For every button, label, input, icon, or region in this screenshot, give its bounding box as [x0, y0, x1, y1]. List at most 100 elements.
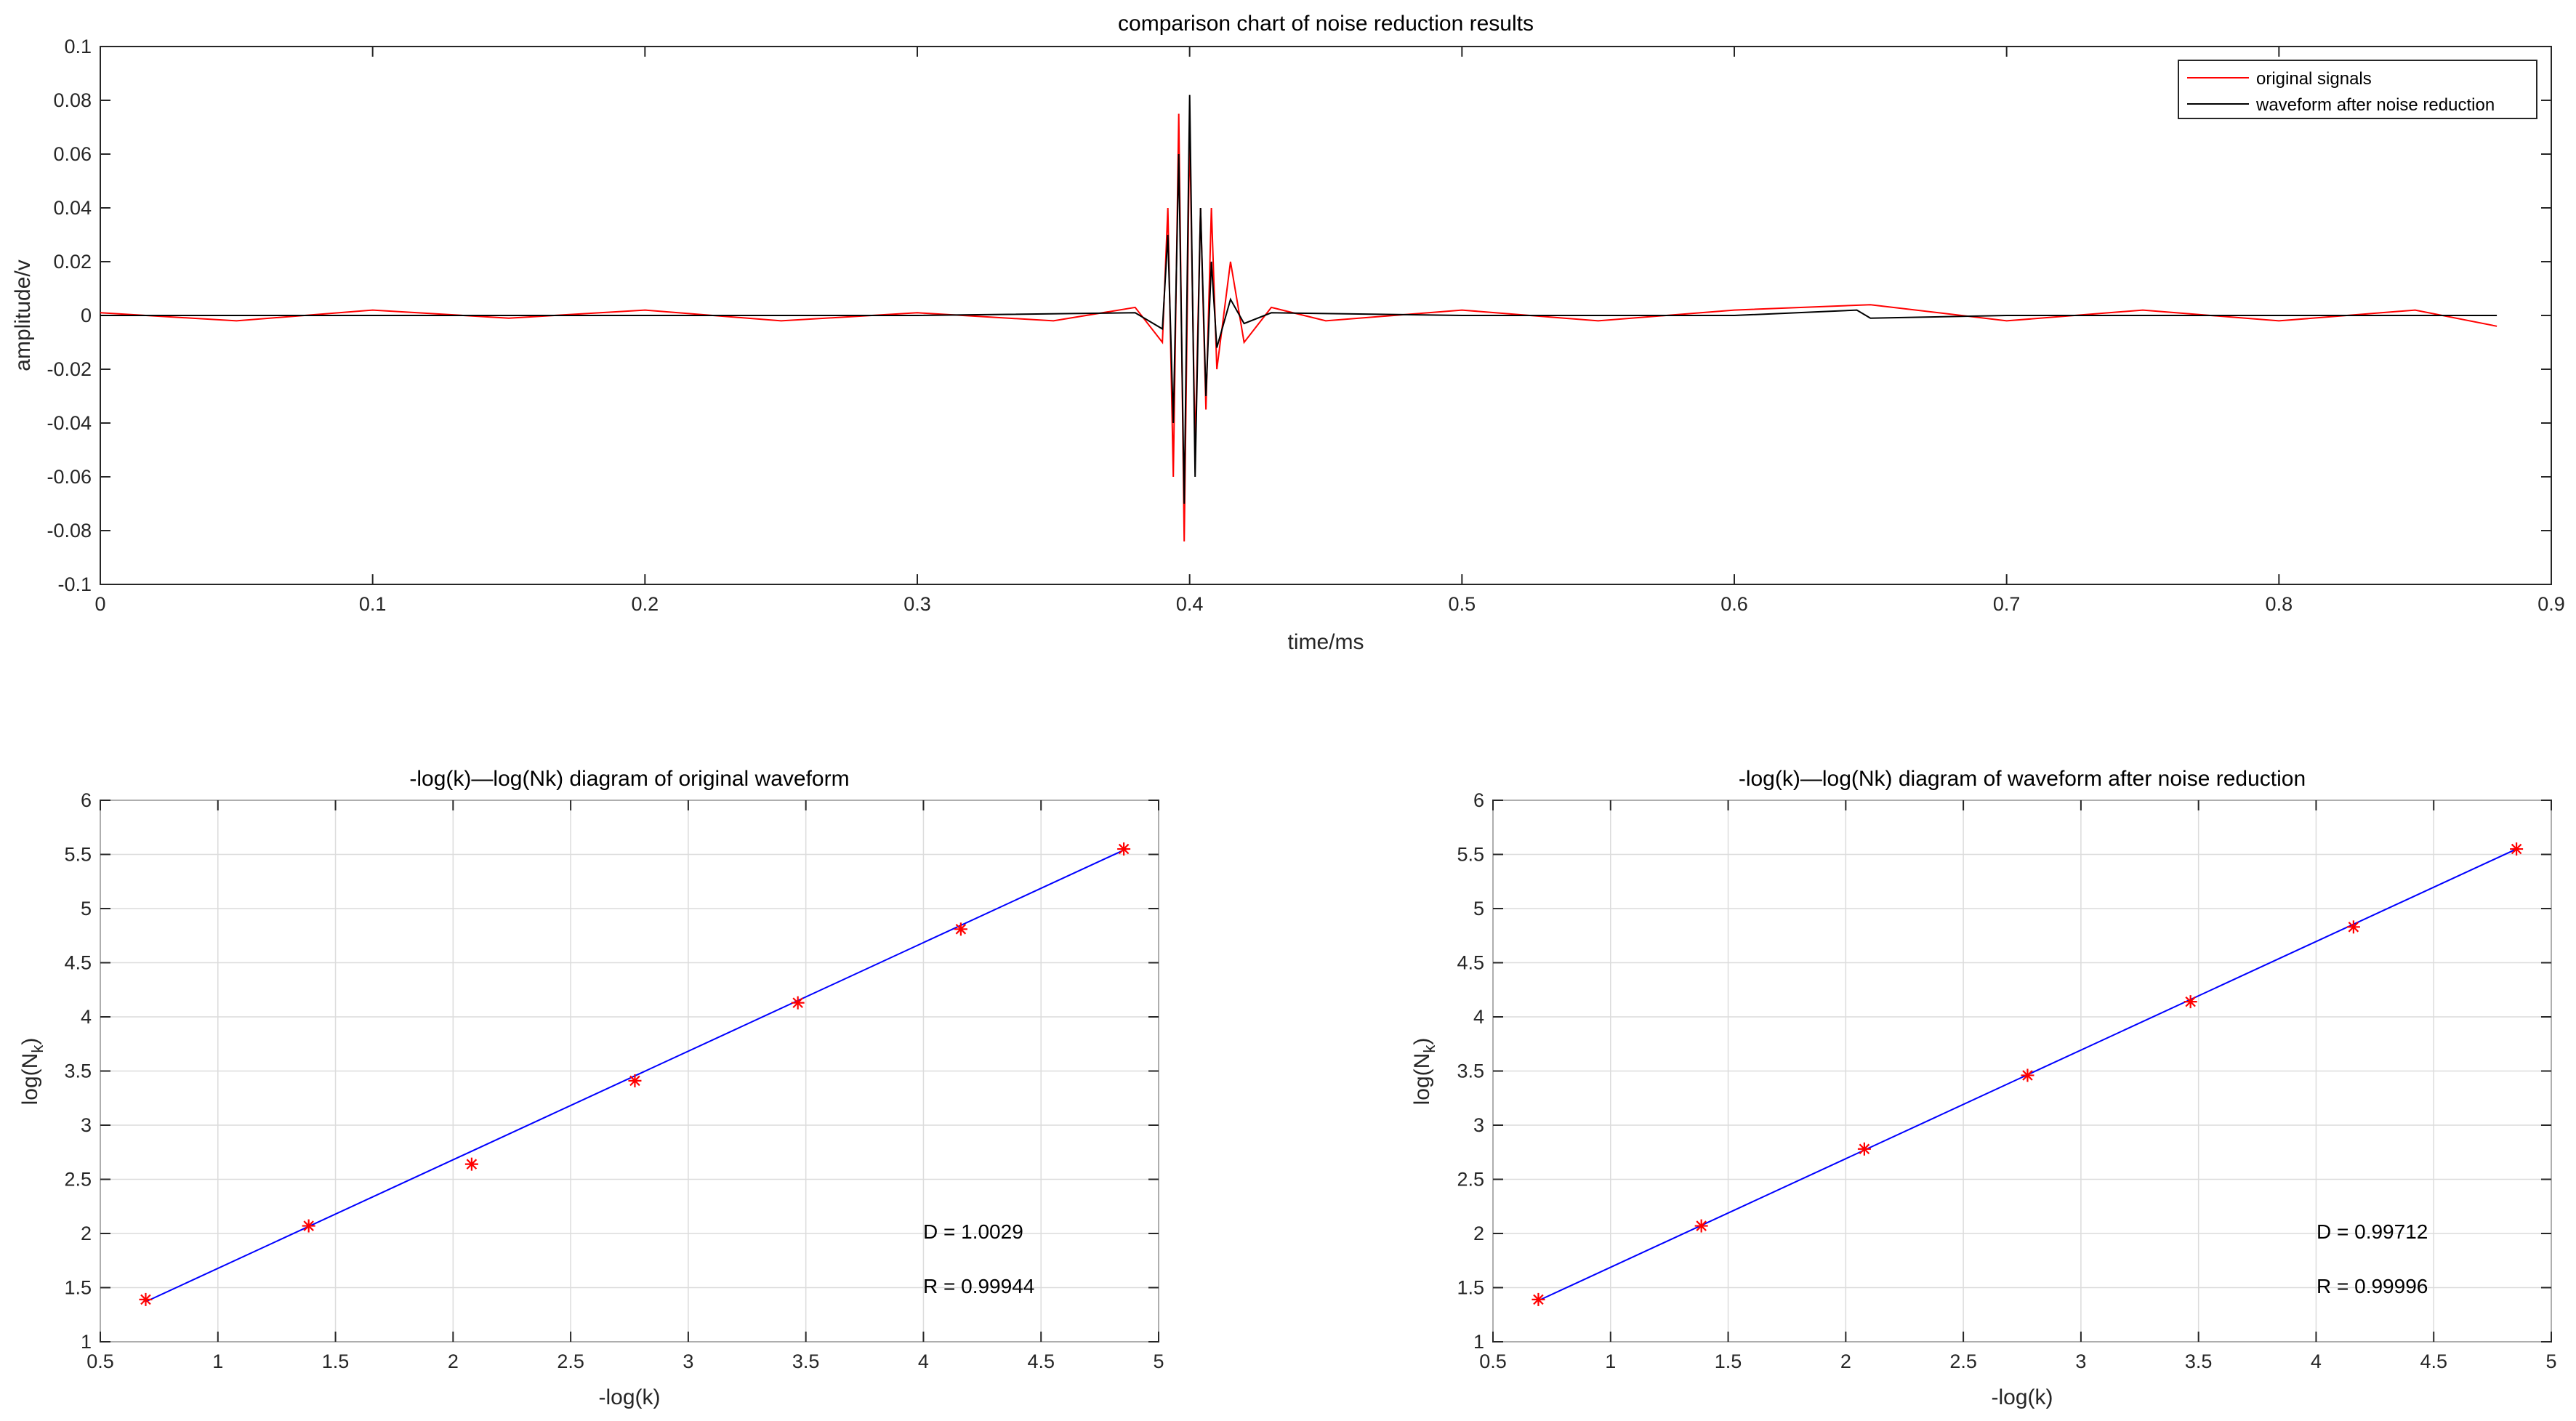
y-tick-label: 6: [81, 789, 92, 811]
x-tick-label: 1: [212, 1350, 223, 1372]
x-tick-label: 0.2: [632, 593, 659, 615]
denoised-waveform-loglog-chart: -log(k)—log(Nk) diagram of waveform afte…: [1410, 767, 2557, 1409]
x-tick-label: 0.5: [1449, 593, 1476, 615]
data-point-marker: [139, 1292, 153, 1306]
y-tick-label: 1.5: [64, 1277, 92, 1299]
data-point-marker: [1531, 1292, 1545, 1306]
y-tick-label: 3.5: [1457, 1060, 1484, 1082]
x-axis-ticks: 0.5 1 1.5 2 2.5 3 3.5 4 4.5 5: [86, 800, 1164, 1372]
y-tick-label: 0.1: [64, 36, 92, 57]
x-tick-label: 2: [448, 1350, 459, 1372]
fractal-dimension-annotation: D = 0.99712: [2317, 1220, 2428, 1243]
y-tick-label: -0.04: [47, 412, 92, 434]
x-tick-label: 0.6: [1720, 593, 1748, 615]
correlation-annotation: R = 0.99944: [923, 1275, 1034, 1297]
x-tick-label: 1.5: [322, 1350, 350, 1372]
data-point-marker: [2510, 842, 2524, 856]
x-tick-label: 0.8: [2266, 593, 2293, 615]
y-tick-label: 3: [1473, 1114, 1484, 1136]
y-axis-ticks: 1 1.5 2 2.5 3 3.5 4 4.5 5 5.5 6: [1457, 789, 2551, 1353]
x-tick-label: 4.5: [1027, 1350, 1055, 1372]
y-tick-label: 1.5: [1457, 1277, 1484, 1299]
legend-entry-waveform-after-noise-reduction: waveform after noise reduction: [2255, 95, 2495, 115]
y-tick-label: 1: [81, 1331, 92, 1353]
x-tick-label: 0.1: [359, 593, 387, 615]
legend: original signals waveform after noise re…: [2178, 60, 2537, 119]
x-tick-label: 0.5: [1479, 1350, 1507, 1372]
x-tick-label: 2.5: [1949, 1350, 1977, 1372]
y-tick-label: -0.06: [47, 466, 92, 488]
x-tick-label: 3.5: [2185, 1350, 2213, 1372]
y-axis-label: amplitude/v: [11, 259, 35, 371]
chart-title: comparison chart of noise reduction resu…: [1118, 12, 1534, 36]
y-tick-label: 2.5: [64, 1169, 92, 1191]
grid-lines: [1492, 800, 2552, 1342]
x-tick-label: 3.5: [792, 1350, 820, 1372]
x-tick-label: 4.5: [2420, 1350, 2447, 1372]
x-tick-label: 4: [918, 1350, 929, 1372]
x-axis-label: -log(k): [598, 1385, 660, 1409]
y-tick-label: 5: [81, 898, 92, 919]
fractal-dimension-annotation: D = 1.0029: [923, 1220, 1023, 1243]
y-tick-label: 6: [1473, 789, 1484, 811]
series-group: [139, 842, 1131, 1306]
y-tick-label: 4: [1473, 1006, 1484, 1028]
legend-box: [2178, 60, 2537, 119]
data-point-marker: [1117, 842, 1131, 856]
y-tick-label: 4.5: [1457, 952, 1484, 974]
x-axis-label: -log(k): [1991, 1385, 2053, 1409]
y-tick-label: 1: [1473, 1331, 1484, 1353]
y-tick-label: 3.5: [64, 1060, 92, 1082]
y-axis-label: log(Nk): [1410, 1038, 1438, 1106]
data-point-marker: [302, 1219, 315, 1233]
y-tick-label: 5.5: [64, 844, 92, 866]
x-tick-label: 1.5: [1715, 1350, 1742, 1372]
original-waveform-loglog-chart: -log(k)—log(Nk) diagram of original wave…: [18, 767, 1164, 1409]
y-tick-label: -0.1: [57, 573, 92, 595]
x-tick-label: 0.3: [903, 593, 931, 615]
x-tick-label: 5: [2545, 1350, 2556, 1372]
data-point-marker: [628, 1074, 642, 1087]
correlation-annotation: R = 0.99996: [2317, 1275, 2428, 1297]
x-tick-label: 2.5: [557, 1350, 584, 1372]
data-point-marker: [2346, 920, 2360, 934]
data-point-marker: [791, 996, 805, 1010]
legend-entry-original-signals: original signals: [2256, 69, 2372, 89]
x-tick-label: 3: [2075, 1350, 2086, 1372]
x-tick-label: 3: [683, 1350, 693, 1372]
noise-reduction-comparison-chart: comparison chart of noise reduction resu…: [11, 12, 2565, 654]
data-point-marker: [2021, 1068, 2034, 1082]
x-tick-label: 4: [2311, 1350, 2322, 1372]
x-tick-label: 0.5: [86, 1350, 114, 1372]
y-tick-label: 0.02: [53, 251, 92, 273]
y-tick-label: -0.02: [47, 358, 92, 380]
data-point-marker: [2183, 995, 2197, 1009]
y-tick-label: 4.5: [64, 952, 92, 974]
y-tick-label: 0.06: [53, 143, 92, 165]
series-group: [100, 94, 2497, 542]
x-tick-label: 1: [1605, 1350, 1616, 1372]
y-tick-label: 0.08: [53, 89, 92, 111]
y-tick-label: 5.5: [1457, 844, 1484, 866]
data-point-marker: [954, 922, 967, 936]
y-tick-label: 4: [81, 1006, 92, 1028]
data-point-marker: [1857, 1142, 1871, 1156]
x-axis-label: time/ms: [1288, 630, 1364, 654]
y-tick-label: 2: [1473, 1223, 1484, 1244]
data-point-marker: [464, 1157, 478, 1171]
y-axis-label: log(Nk): [18, 1038, 47, 1106]
y-axis-ticks: -0.1 -0.08 -0.06 -0.04 -0.02 0 0.02 0.04 0.06 0.0…: [47, 36, 2551, 595]
x-tick-label: 0.7: [1993, 593, 2021, 615]
x-axis-ticks: 0.5 1 1.5 2 2.5 3 3.5 4 4.5 5: [1479, 800, 2557, 1372]
x-tick-label: 5: [1153, 1350, 1164, 1372]
y-tick-label: 5: [1473, 898, 1484, 919]
x-tick-label: 0.9: [2537, 593, 2565, 615]
x-tick-label: 2: [1840, 1350, 1851, 1372]
data-point-marker: [1694, 1219, 1708, 1233]
y-tick-label: 3: [81, 1114, 92, 1136]
y-tick-label: 2: [81, 1223, 92, 1244]
y-tick-label: -0.08: [47, 520, 92, 542]
y-axis-ticks: 1 1.5 2 2.5 3 3.5 4 4.5 5 5.5 6: [64, 789, 1159, 1353]
waveform-after-noise-reduction-line: [100, 94, 2497, 504]
